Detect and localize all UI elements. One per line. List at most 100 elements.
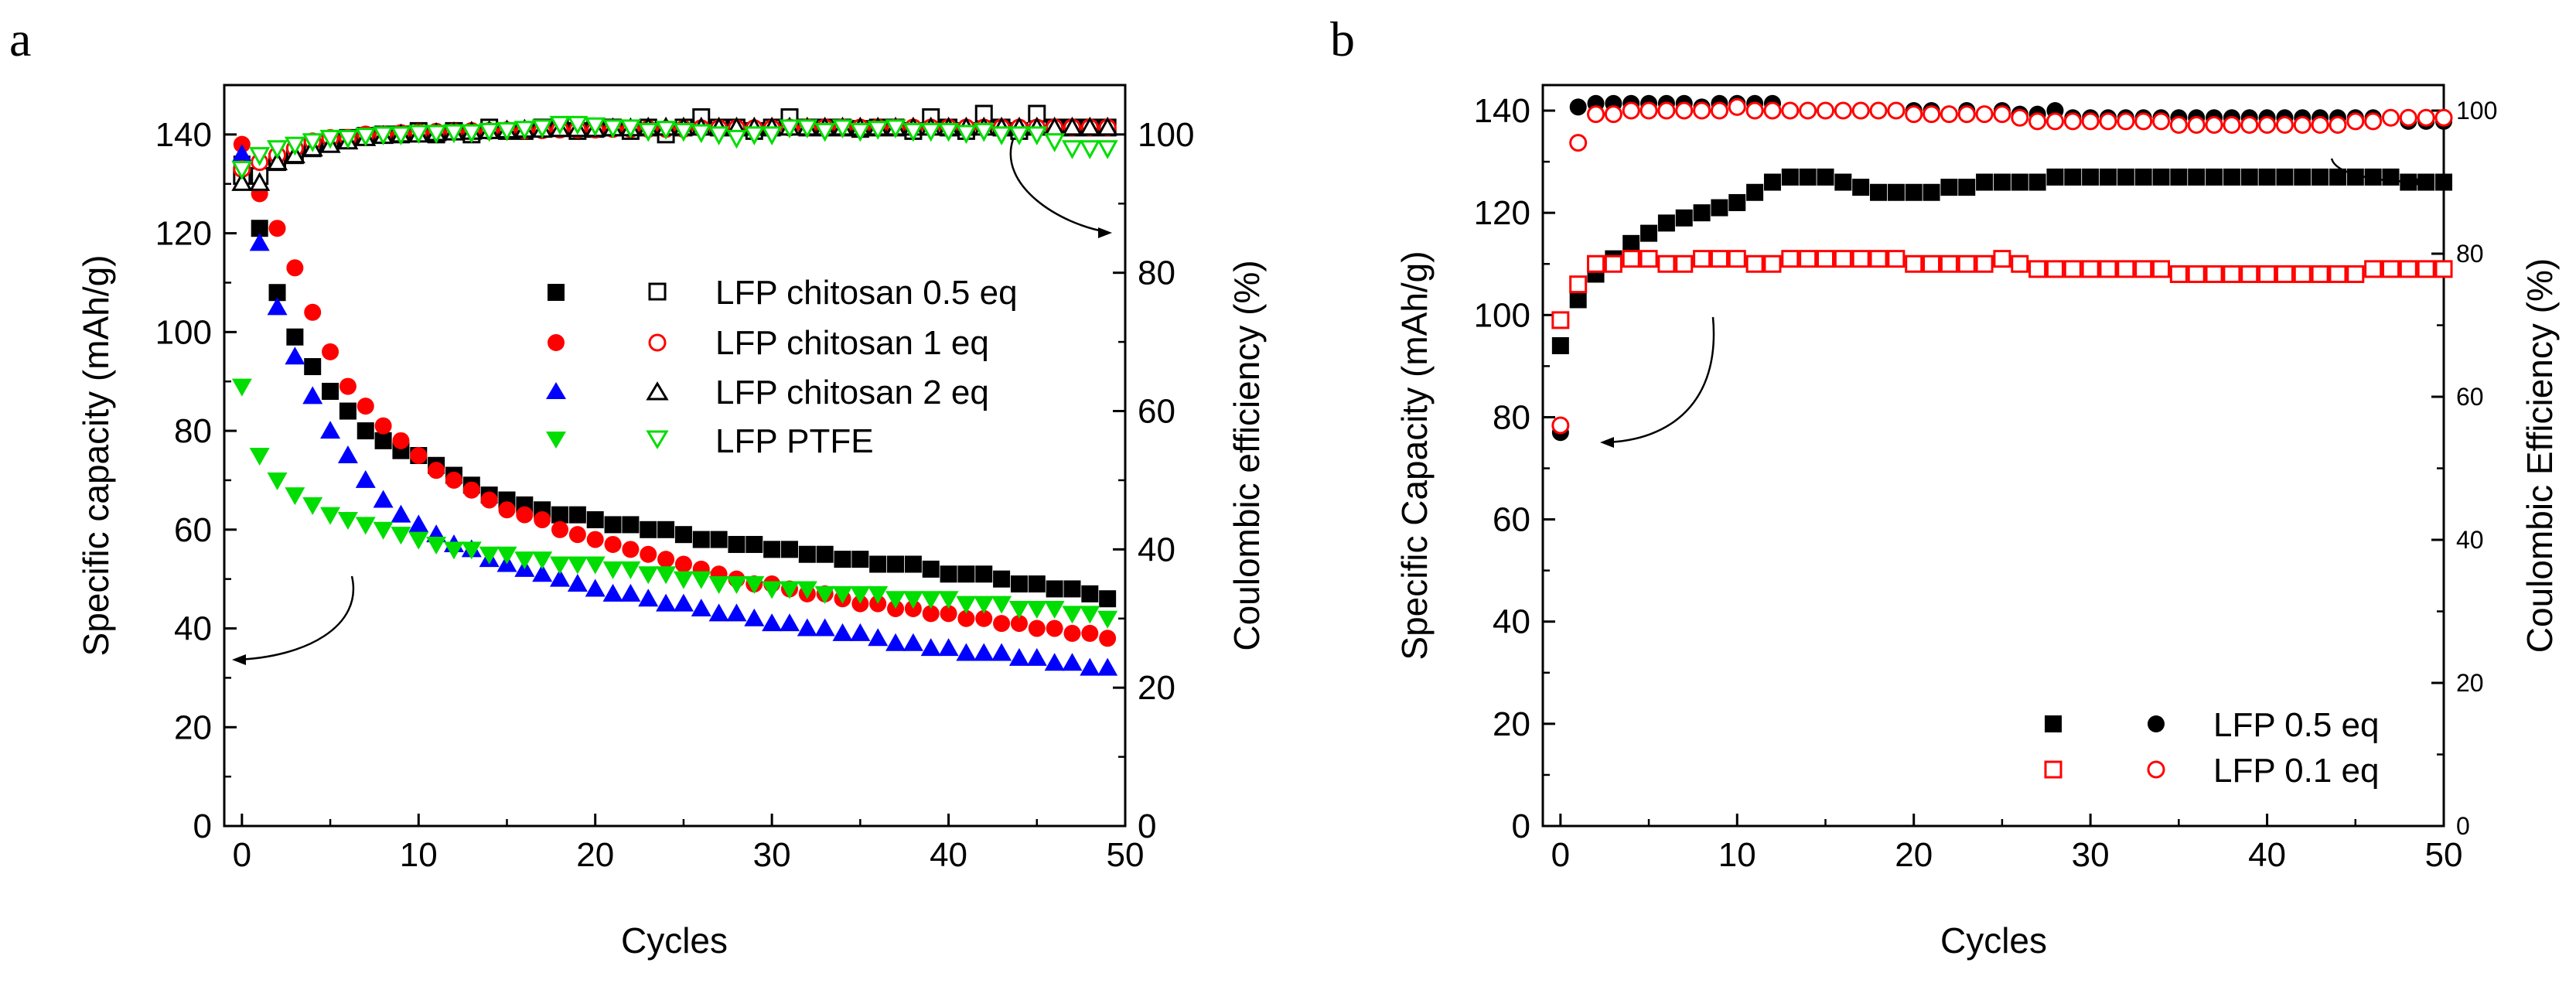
panel-a-series-0-point-30 (763, 541, 781, 558)
panel-b-series-0-point-20 (1905, 183, 1923, 201)
panel-a-series-2-point-9 (391, 504, 411, 523)
panel-b-series (1551, 94, 2453, 442)
legend-marker-chitosan-2-filled (546, 382, 566, 399)
panel-a-series-3-point-17 (532, 551, 553, 570)
panel-a-series-2-point-4 (302, 386, 323, 404)
panel-a-series-2-point-1 (249, 233, 270, 251)
panel-b-series-2-point-1 (1569, 98, 1587, 116)
legend-label-lfp-05: LFP 0.5 eq (2213, 706, 2379, 744)
panel-b-series-0-point-50 (2435, 173, 2452, 191)
panel-b-series-0-point-21 (1923, 183, 1940, 201)
panel-b-y2-tick-label-1: 20 (2456, 669, 2484, 697)
panel-b-series-1-point-40 (2258, 265, 2277, 283)
panel-b-x-tick-label-0: 0 (1551, 836, 1570, 874)
panel-a-series-2-point-21 (602, 583, 623, 602)
panel-a-series-0-point-45 (1028, 575, 1046, 593)
panel-a-series-7-point-18 (549, 115, 571, 135)
panel-b-x-tick-label-3: 30 (2072, 836, 2110, 874)
panel-b-legend: LFP 0.5 eq LFP 0.1 eq (2044, 706, 2379, 790)
panel-a-series-2-point-33 (814, 618, 835, 637)
panel-a-series-1-point-8 (374, 417, 392, 435)
panel-a-series-3-point-47 (1062, 606, 1083, 624)
legend-label-chitosan-2: LFP chitosan 2 eq (715, 374, 989, 411)
panel-a-series-7-point-29 (743, 126, 765, 145)
panel-b-series-0-point-37 (2206, 168, 2223, 186)
panel-a-x-tick-label-2: 20 (576, 836, 614, 874)
panel-a-series-3-point-46 (1044, 600, 1065, 619)
panel-a-efficiency-arrow (1009, 138, 1108, 234)
panel-b-x-tick-label-5: 50 (2425, 836, 2463, 874)
panel-a-y-tick-label-7: 140 (155, 116, 212, 154)
panel-a-series-1-point-6 (339, 377, 357, 395)
panel-a-series-3-point-21 (602, 561, 623, 579)
legend-marker-lfp-05-circle (2148, 715, 2165, 732)
panel-a-series-1-point-47 (1063, 624, 1081, 642)
panel-a-series-3-point-37 (885, 591, 906, 609)
panel-b-series-3-point-30 (2081, 112, 2100, 131)
panel-b-series-0-point-39 (2240, 168, 2258, 186)
panel-b-series-1-point-16 (1834, 250, 1852, 268)
panel-b-series-1-point-6 (1657, 254, 1676, 273)
panel-a-series-7-point-6 (337, 129, 359, 149)
panel-a-series-2-point-41 (956, 643, 977, 661)
panel-a-series-0-point-35 (851, 551, 869, 568)
panel-a-series-3-point-44 (1008, 600, 1029, 619)
panel-b-series-3-point-47 (2381, 108, 2400, 127)
panel-b-series-0-point-23 (1958, 179, 1976, 196)
panel-a-series-6-point-49 (1097, 116, 1118, 136)
panel-a-series-2-point-38 (902, 633, 923, 651)
legend-marker-ptfe-open (646, 430, 669, 449)
panel-b-series-1-point-17 (1851, 250, 1870, 268)
panel-a-series-2-point-34 (832, 623, 853, 641)
panel-b-series-3-point-23 (1957, 105, 1976, 124)
panel-a-series-7 (231, 115, 1118, 180)
panel-a-y2-tick-label-5: 100 (1138, 116, 1194, 154)
panel-a-series-1-point-16 (516, 506, 534, 524)
panel-b-series-3-point-19 (1887, 101, 1906, 120)
panel-a-series-3-point-36 (868, 585, 889, 604)
panel-a-series-2-point-0 (231, 144, 252, 162)
panel-b-series-1-point-2 (1587, 254, 1605, 273)
panel-a-series-7-point-19 (567, 115, 589, 135)
panel-b-letter: b (1330, 12, 1355, 67)
panel-a-series-7-point-7 (355, 128, 377, 147)
panel-a-plot-frame (223, 84, 1127, 828)
panel-a-series-3-point-12 (443, 541, 464, 560)
panel-a-series-3-point-5 (320, 507, 341, 525)
panel-b-series-3-point-13 (1781, 101, 1800, 120)
panel-b-series-0-point-44 (2329, 168, 2346, 186)
panel-a-series-2-point-29 (744, 608, 765, 626)
panel-a-series-7-point-35 (849, 122, 871, 142)
panel-a-series-2-point-20 (585, 579, 606, 597)
panel-b-series-0-point-46 (2364, 168, 2382, 186)
panel-a-series-7-point-37 (885, 119, 906, 139)
panel-a-series-7-point-38 (902, 122, 924, 142)
panel-a-series-1-point-2 (268, 220, 286, 237)
panel-b-x-axis-title: Cycles (1940, 920, 2047, 961)
panel-a-series-3-point-48 (1080, 606, 1100, 624)
panel-a-series-0-point-34 (834, 551, 851, 568)
panel-b-series-3-point-46 (2364, 112, 2383, 131)
panel-b-series-0-point-17 (1852, 179, 1870, 196)
panel-a-x-tick-label-1: 10 (400, 836, 438, 874)
panel-b-series-1-point-23 (1957, 254, 1976, 273)
panel-a-series-2-point-10 (408, 514, 429, 533)
panel-b-series-1-point-13 (1781, 250, 1800, 268)
panel-b-series-3-point-50 (2434, 108, 2453, 127)
legend-marker-chitosan-1-open (648, 333, 667, 352)
panel-a-series-1-point-14 (480, 491, 498, 509)
panel-a-series-7-point-34 (831, 119, 854, 139)
legend-marker-chitosan-1-filled (548, 334, 565, 351)
panel-b-series-0-point-7 (1675, 209, 1693, 227)
panel-a-y2-tick-label-4: 80 (1138, 254, 1175, 292)
panel-b-series-3-point-31 (2099, 112, 2117, 131)
panel-b-series-1-point-35 (2169, 265, 2188, 283)
panel-a-series-1-point-4 (304, 303, 322, 321)
panel-b-series-1-point-48 (2399, 260, 2417, 278)
panel-a-series-0-point-40 (940, 565, 957, 583)
panel-b-x-tick-label-2: 20 (1895, 836, 1933, 874)
panel-b-series-3-point-28 (2045, 112, 2064, 131)
panel-b-series-3-point-41 (2275, 116, 2294, 135)
panel-a-series-7-point-49 (1097, 140, 1118, 159)
panel-b-series-1-point-46 (2364, 260, 2383, 278)
